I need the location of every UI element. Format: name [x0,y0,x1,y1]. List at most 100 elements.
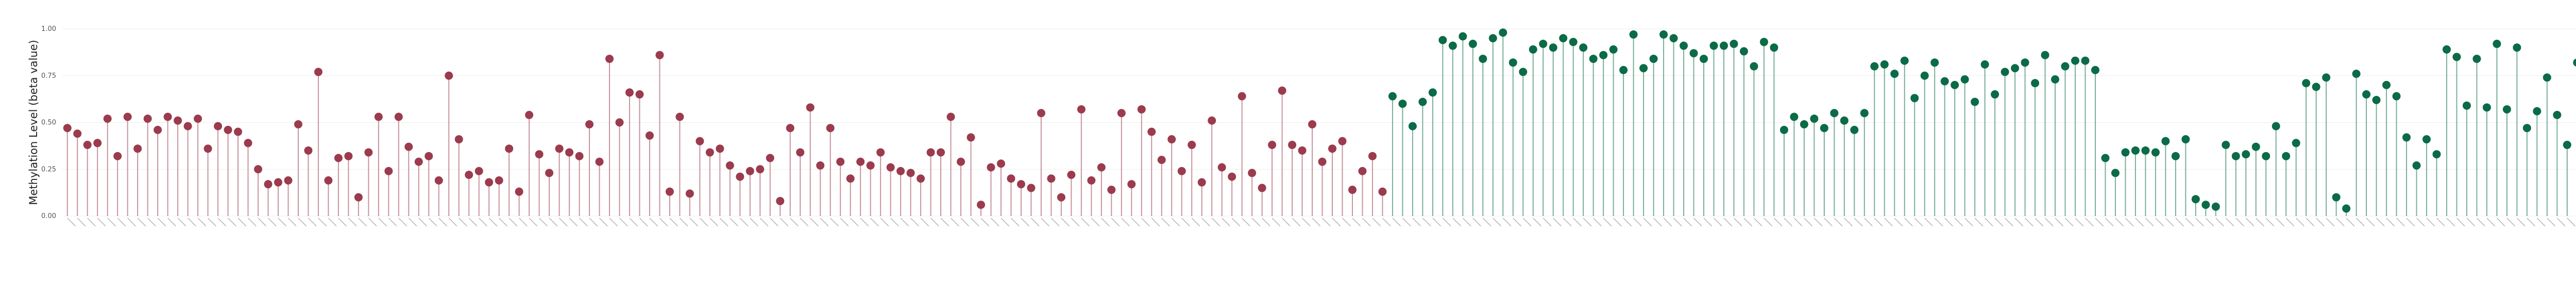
x-tick-label [499,218,507,227]
lollipop-point [234,127,243,136]
lollipop-point [515,187,523,196]
lollipop-point [364,148,373,157]
lollipop-point [2292,139,2300,147]
x-tick-label [820,218,829,227]
x-tick-label [1613,218,1622,227]
lollipop-point [1619,65,1628,74]
x-tick-label [1021,218,1030,227]
lollipop-point [2081,56,2090,65]
x-tick-label [1974,218,1984,227]
lollipop-point [2272,122,2280,130]
x-tick-label [1573,218,1582,227]
x-tick-label [1402,218,1411,227]
x-tick-label [920,218,929,227]
x-tick-label [2005,218,2013,227]
lollipop-point [1418,97,1427,106]
lollipop-point [384,167,393,175]
x-tick-label [1242,218,1250,227]
lollipop-point [1840,116,1849,125]
lollipop-point [1127,180,1136,189]
x-tick-label [2084,218,2094,227]
x-tick-label [1522,218,1532,227]
y-tick-label: 0.50 [41,119,56,127]
lollipop-point [2543,73,2551,82]
lollipop-point [1488,34,1497,43]
x-tick-label [368,218,377,227]
x-tick-label [2486,218,2496,227]
lollipop-point [2312,82,2320,91]
lollipop-point [1067,171,1076,179]
lollipop-point [585,120,594,129]
lollipop-point [204,144,212,153]
x-tick-label [1372,218,1381,227]
x-tick-label [1513,218,1521,227]
x-tick-label [77,218,86,227]
x-tick-label [1493,218,1501,227]
lollipop-point [1448,41,1457,50]
lollipop-point [2181,135,2190,144]
lollipop-point [1659,30,1668,39]
x-tick-label [1452,218,1461,227]
x-tick-label [2195,218,2204,227]
x-tick-label [800,218,809,227]
x-tick-label [619,218,628,227]
lollipop-point [344,152,353,160]
lollipop-point [1208,116,1216,125]
x-tick-label [1131,218,1140,227]
x-tick-label [2035,218,2044,227]
lollipop-point [1177,167,1186,175]
lollipop-point [1910,94,1919,103]
lollipop-point [1730,40,1738,48]
x-tick-label [1222,218,1230,227]
x-tick-label [1793,218,1803,227]
lollipop-point [2302,79,2311,88]
x-tick-label [2165,218,2174,227]
x-tick-label [398,218,407,227]
y-tick-label: 0.00 [41,212,56,220]
x-tick-label [2406,218,2415,227]
x-tick-label [197,218,207,227]
x-tick-label [418,218,427,227]
lollipop-point [1288,141,1297,150]
lollipop-point [1700,55,1708,63]
lollipop-point [2362,90,2371,99]
lollipop-point [2011,64,2020,73]
y-tick-label: 1.00 [41,25,56,33]
x-tick-label [67,218,76,227]
x-tick-label [147,218,156,227]
lollipop-point [535,150,544,159]
lollipop-point [1358,167,1367,175]
x-tick-label [1874,218,1883,227]
lollipop-point [1027,184,1036,192]
lollipop-point [1810,114,1819,123]
lollipop-point [445,71,453,80]
x-tick-label [2426,218,2435,227]
x-tick-label [1251,218,1261,227]
lollipop-point [1800,120,1808,129]
lollipop-point [976,201,985,209]
x-tick-label [177,218,187,227]
lollipop-point [1669,34,1678,43]
lollipop-point [957,157,965,166]
x-tick-label [2175,218,2184,227]
lollipop-point [1951,80,1959,89]
lollipop-point [2513,43,2521,52]
lollipop-point [2001,68,2009,76]
lollipop-point [2121,148,2130,157]
x-tick-label [1001,218,1010,227]
lollipop-point [917,174,925,183]
x-tick-label [1723,218,1733,227]
lollipop-point [2422,135,2431,144]
x-tick-label [1743,218,1753,227]
x-tick-label [328,218,337,227]
x-tick-label [2276,218,2284,227]
x-tick-label [2556,218,2566,227]
lollipop-point [1830,109,1839,118]
x-tick-label [97,218,106,227]
x-tick-label [1211,218,1221,227]
x-tick-label [1462,218,1471,227]
x-tick-label [1332,218,1341,227]
x-tick-label [1362,218,1371,227]
lollipop-point [354,193,363,202]
lollipop-point [1559,34,1568,43]
